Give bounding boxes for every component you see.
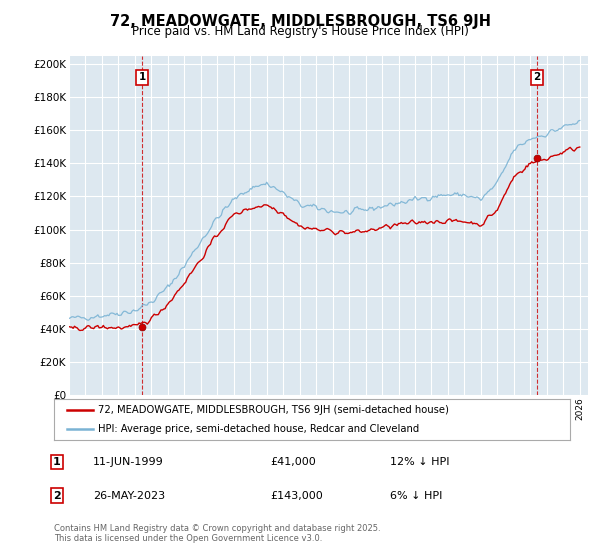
Text: £41,000: £41,000 <box>270 457 316 467</box>
Text: Contains HM Land Registry data © Crown copyright and database right 2025.
This d: Contains HM Land Registry data © Crown c… <box>54 524 380 543</box>
Text: 6% ↓ HPI: 6% ↓ HPI <box>390 491 442 501</box>
Text: 11-JUN-1999: 11-JUN-1999 <box>93 457 164 467</box>
Text: 1: 1 <box>139 72 146 82</box>
Text: 2: 2 <box>533 72 541 82</box>
Text: 1: 1 <box>53 457 61 467</box>
Text: 12% ↓ HPI: 12% ↓ HPI <box>390 457 449 467</box>
Text: Price paid vs. HM Land Registry's House Price Index (HPI): Price paid vs. HM Land Registry's House … <box>131 25 469 38</box>
Text: HPI: Average price, semi-detached house, Redcar and Cleveland: HPI: Average price, semi-detached house,… <box>98 424 419 433</box>
Text: 72, MEADOWGATE, MIDDLESBROUGH, TS6 9JH (semi-detached house): 72, MEADOWGATE, MIDDLESBROUGH, TS6 9JH (… <box>98 405 449 415</box>
Text: £143,000: £143,000 <box>270 491 323 501</box>
Text: 72, MEADOWGATE, MIDDLESBROUGH, TS6 9JH: 72, MEADOWGATE, MIDDLESBROUGH, TS6 9JH <box>110 14 491 29</box>
Text: 2: 2 <box>53 491 61 501</box>
Text: 26-MAY-2023: 26-MAY-2023 <box>93 491 165 501</box>
